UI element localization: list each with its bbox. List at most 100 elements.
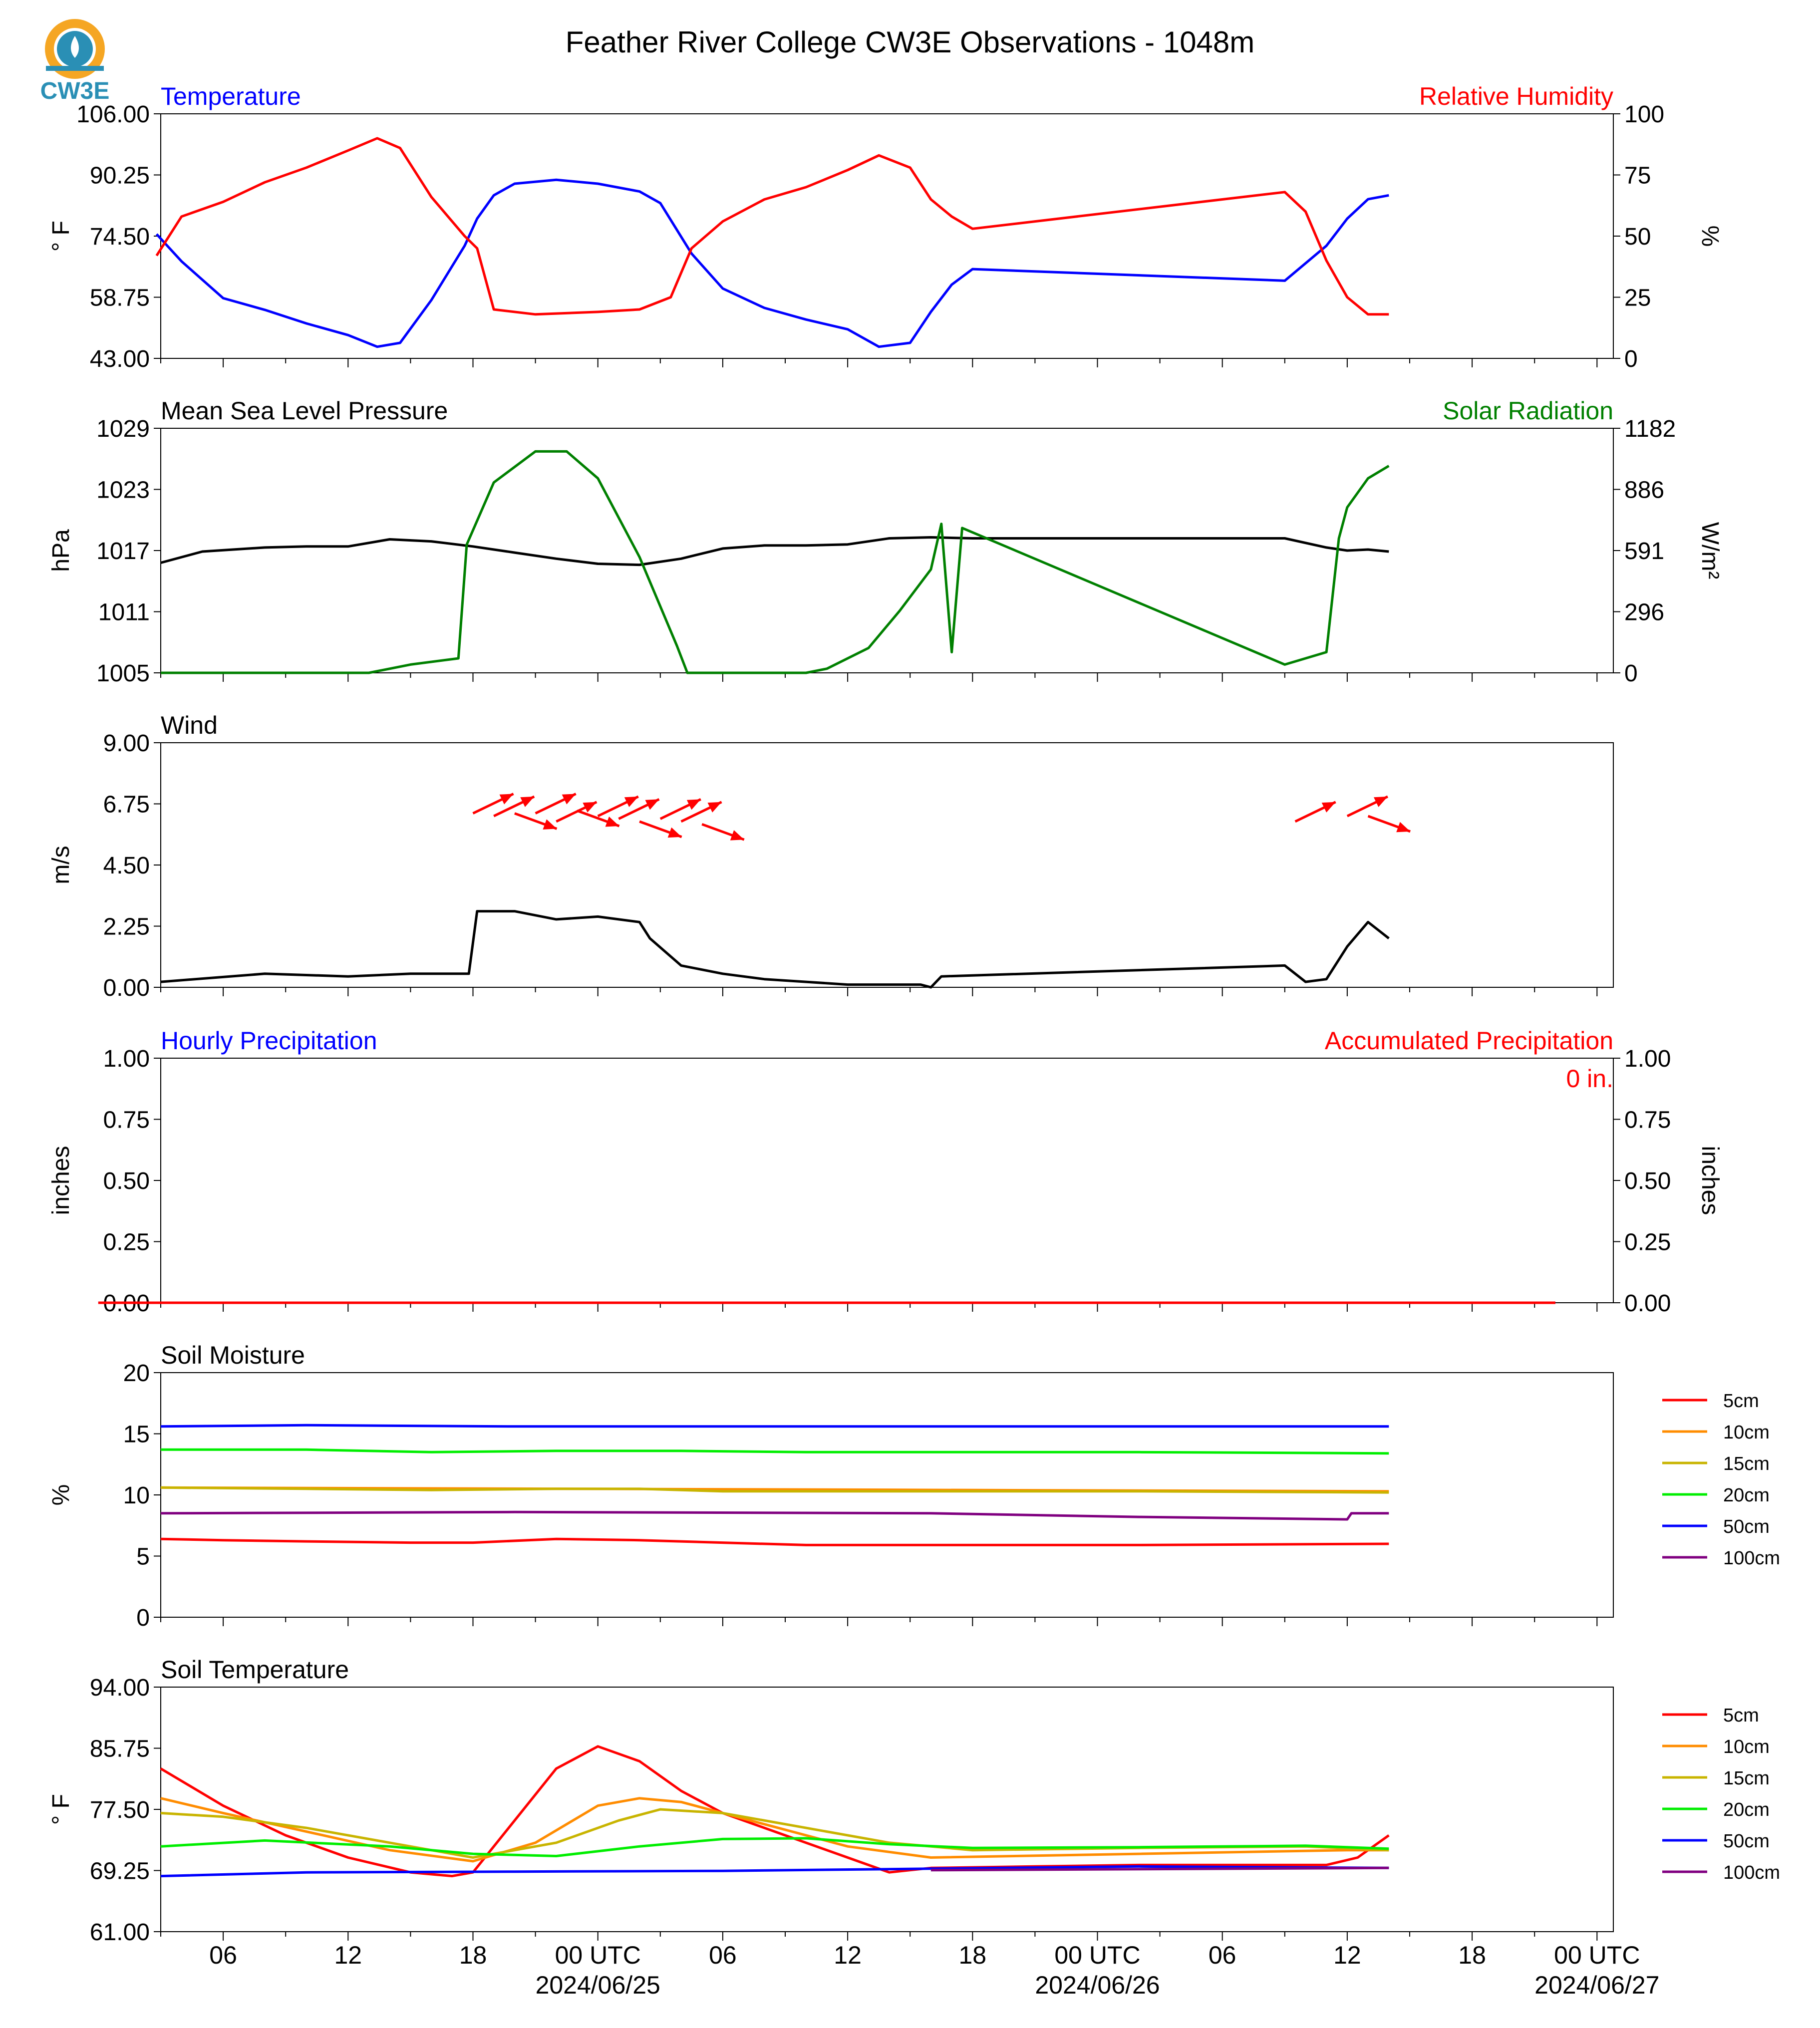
y-tick-label-right: 0.00 [1624, 1290, 1671, 1317]
wind-arrow-head [645, 799, 659, 810]
y-axis-label: ° F [48, 1794, 74, 1825]
y-tick-label: 106.00 [76, 101, 150, 128]
y-tick-label-right: 591 [1624, 538, 1664, 565]
panel-title-right: Solar Radiation [1443, 397, 1613, 425]
y-tick-label-right: 25 [1624, 285, 1651, 311]
panel-title-right: Relative Humidity [1419, 82, 1613, 110]
x-tick-label: 12 [834, 1941, 862, 1969]
y-tick-label: 43.00 [90, 346, 150, 372]
y-tick-label: 5 [136, 1544, 150, 1570]
x-tick-label: 00 UTC [1054, 1941, 1140, 1969]
y-tick-label: 1023 [96, 477, 150, 504]
series-line [161, 450, 1390, 674]
y-tick-label: 58.75 [90, 285, 150, 311]
panel-title-right: Accumulated Precipitation [1325, 1027, 1613, 1055]
y-tick-label: 15 [123, 1422, 150, 1448]
y-tick-label-right: 296 [1624, 599, 1664, 626]
panel-title-left: Temperature [161, 82, 301, 110]
x-date-label: 2024/06/27 [1534, 1971, 1659, 1999]
series-line [160, 910, 1390, 989]
series-line [160, 536, 1389, 567]
y-tick-label: 1011 [98, 599, 150, 626]
y-tick-label-right: 886 [1624, 477, 1664, 504]
legend-label: 50cm [1723, 1831, 1770, 1852]
series-line [160, 1865, 1389, 1878]
legend-label: 15cm [1723, 1453, 1770, 1474]
series-line [160, 1537, 1389, 1546]
legend-label: 20cm [1723, 1485, 1770, 1506]
x-tick-label: 12 [334, 1941, 362, 1969]
y-tick-label: 2.25 [103, 914, 150, 940]
panel-3: Wind 9.00 6.75 4.50 2.25 0.00 m/s [48, 711, 1614, 1001]
x-tick-label: 00 UTC [1554, 1941, 1640, 1969]
panel-2: Mean Sea Level Pressure Solar Radiation 10… [48, 397, 1723, 687]
x-date-label: 2024/06/26 [1035, 1971, 1160, 1999]
y-tick-label: 0 [136, 1605, 150, 1631]
series-line [160, 1837, 1389, 1857]
y-tick-label: 0.25 [103, 1229, 150, 1256]
panel-6: Soil Temperature 94.00 85.75 77.50 69.25 61.0… [48, 1656, 1780, 1946]
y-axis-label-right: W/m² [1697, 522, 1723, 579]
legend-label: 5cm [1723, 1391, 1759, 1412]
x-tick-label: 06 [1209, 1941, 1236, 1969]
wind-arrow-head [499, 794, 514, 805]
y-axis-label: inches [48, 1146, 74, 1215]
panel-5: Soil Moisture 20 15 10 5 0% 5cm 10cm 15cm 20cm 50c… [48, 1341, 1780, 1631]
figure-title: Feather River College CW3E Observations … [566, 25, 1255, 59]
legend-label: 10cm [1723, 1422, 1770, 1443]
y-tick-label-right: 0.25 [1624, 1229, 1671, 1256]
logo-wave [46, 66, 104, 71]
y-tick-label: 4.50 [103, 853, 150, 879]
y-tick-label: 1.00 [103, 1046, 150, 1072]
wind-arrow-head [730, 830, 744, 841]
y-tick-label: 61.00 [90, 1919, 150, 1946]
wind-arrow-head [1373, 796, 1388, 807]
wind-arrow-head [605, 816, 619, 827]
water-drop-icon [71, 36, 79, 58]
legend-label: 20cm [1723, 1799, 1770, 1820]
x-tick-label: 06 [209, 1941, 237, 1969]
series-line [160, 1424, 1389, 1428]
wind-arrow-head [543, 819, 557, 830]
legend-label: 100cm [1723, 1862, 1780, 1883]
wind-arrow-head [624, 796, 638, 807]
y-tick-label: 1029 [96, 416, 150, 442]
x-tick-label: 18 [459, 1941, 487, 1969]
y-tick-label-right: 50 [1624, 224, 1651, 250]
y-tick-label-right: 100 [1624, 101, 1664, 128]
y-tick-label: 20 [123, 1360, 150, 1387]
panel-title-left: Hourly Precipitation [161, 1027, 377, 1055]
legend-label: 10cm [1723, 1737, 1770, 1757]
y-axis-label-right: inches [1697, 1146, 1723, 1215]
y-axis-label: ° F [48, 221, 74, 252]
y-tick-label: 1017 [96, 538, 150, 565]
wind-arrow-head [686, 799, 701, 810]
y-tick-label-right: 0 [1624, 660, 1638, 687]
y-tick-label-right: 0.75 [1624, 1107, 1671, 1134]
wind-arrow-head [1321, 802, 1336, 813]
legend-label: 5cm [1723, 1705, 1759, 1726]
y-tick-label: 0.50 [103, 1168, 150, 1194]
panel-4: Hourly Precipitation Accumulated Precipit… [48, 1027, 1723, 1317]
y-axis-label-right: % [1697, 226, 1723, 247]
y-tick-label: 85.75 [90, 1736, 150, 1762]
panel-title-left: Wind [161, 711, 218, 739]
y-tick-label: 0.00 [103, 975, 150, 1001]
wind-arrow-head [707, 802, 722, 813]
wind-arrow-head [667, 827, 682, 838]
y-tick-label: 1005 [96, 660, 150, 687]
series-line [160, 1745, 1390, 1878]
series-line [160, 1797, 1389, 1863]
legend-label: 100cm [1723, 1548, 1780, 1569]
y-tick-label: 10 [123, 1482, 150, 1509]
series-line [155, 178, 1389, 348]
wind-arrow-head [583, 802, 597, 813]
y-tick-label-right: 0.50 [1624, 1168, 1671, 1194]
y-axis-label: hPa [48, 529, 74, 572]
y-axis-label: % [48, 1484, 74, 1506]
y-tick-label: 0.75 [103, 1107, 150, 1134]
wind-arrow-head [520, 796, 535, 807]
panels: Temperature Relative Humidity 106.00 90.25 7… [48, 82, 1780, 1999]
x-tick-label: 06 [709, 1941, 737, 1969]
x-tick-label: 00 UTC [555, 1941, 641, 1969]
